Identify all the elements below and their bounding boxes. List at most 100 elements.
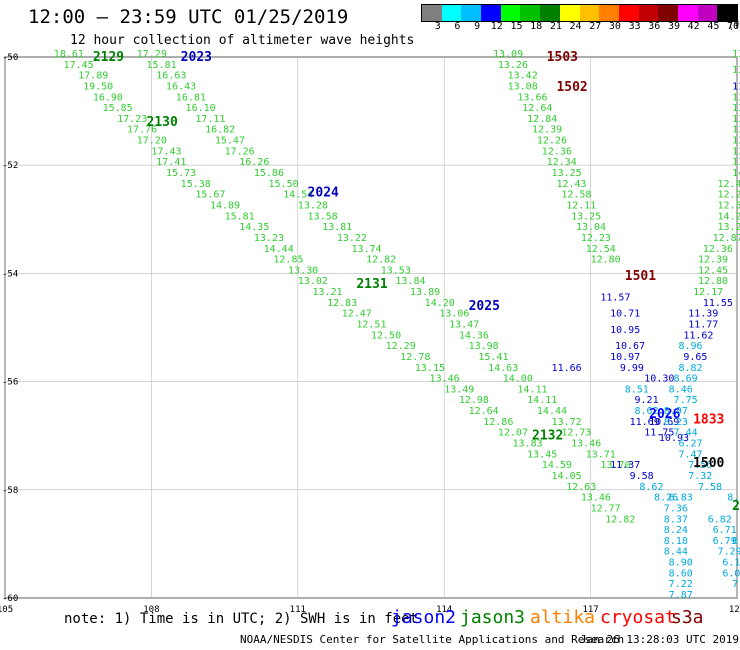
wave-height-value: 11.55 (703, 298, 733, 309)
wave-height-value: 19.50 (83, 81, 113, 92)
wave-height-value: 14.11 (517, 384, 547, 395)
y-tick-label: -50 (2, 53, 18, 63)
wave-height-value: 15.67 (195, 190, 225, 201)
credit-text: NOAA/NESDIS Center for Satellite Applica… (240, 633, 625, 646)
wave-height-value: 15.85 (103, 103, 133, 114)
track-label: 2024 (308, 185, 339, 200)
scale-swatch (540, 5, 560, 21)
scale-swatch (441, 5, 462, 21)
y-tick-label: -52 (2, 161, 18, 171)
wave-height-value: 17.23 (117, 114, 147, 125)
wave-height-value: 13.83 (513, 439, 543, 450)
wave-height-value: 12.36 (542, 146, 572, 157)
wave-height-value: 9.99 (620, 363, 644, 374)
wave-height-value: 13.26 (717, 222, 740, 233)
track-label: 1502 (556, 80, 587, 95)
wave-height-value: 6.79 (713, 536, 737, 547)
wave-height-value: 13.30 (288, 265, 318, 276)
wave-height-value: 13.04 (576, 222, 606, 233)
wave-height-value: 13.84 (395, 276, 425, 287)
wave-height-value: 17.89 (78, 71, 108, 82)
track-label: 2023 (181, 50, 212, 65)
scale-label: 3 (434, 21, 441, 32)
wave-height-value: 7.47 (678, 449, 702, 460)
wave-height-value: 12.50 (371, 330, 401, 341)
wave-height-value: 12.77 (591, 503, 621, 514)
scale-label: 18 (530, 21, 543, 32)
wave-height-value: 13.22 (337, 233, 367, 244)
wave-height-value: 13.01 (732, 146, 740, 157)
scale-label: 30 (608, 21, 621, 32)
wave-height-value: 15.73 (166, 168, 196, 179)
wave-height-value: 8.23 (664, 417, 688, 428)
wave-height-value: 12.54 (586, 244, 616, 255)
footer-note: note: 1) Time is in UTC; 2) SWH is in fe… (64, 611, 419, 627)
wave-height-value: 12.78 (400, 352, 430, 363)
wave-height-value: 15.38 (181, 179, 211, 190)
scale-swatch (559, 5, 580, 21)
wave-height-value: 15.81 (225, 211, 255, 222)
wave-height-value: 14.11 (527, 395, 557, 406)
y-tick-label: -60 (2, 594, 18, 604)
y-tick-label: -56 (2, 378, 18, 388)
wave-height-value: 9.58 (630, 471, 654, 482)
wave-height-value: 12.80 (698, 276, 728, 287)
scale-swatch (697, 5, 718, 21)
wave-height-value: 8.96 (678, 341, 702, 352)
wave-height-value: 8.5 (727, 493, 740, 504)
wave-height-value: 12.64 (469, 406, 499, 417)
scale-swatch (658, 5, 678, 21)
wave-height-value: 15.41 (478, 352, 508, 363)
wave-height-value: 12.80 (591, 255, 621, 266)
wave-height-value: 17.20 (137, 136, 167, 147)
wave-height-value: 10.69 (649, 417, 679, 428)
wave-height-value: 15.86 (254, 168, 284, 179)
wave-height-value: 17.43 (151, 146, 181, 157)
wave-height-value: 13.23 (254, 233, 284, 244)
wave-height-value: 8.44 (664, 547, 688, 558)
wave-height-value: 12.23 (581, 233, 611, 244)
scale-label: 21 (549, 21, 562, 32)
wave-height-value: 8.90 (669, 558, 693, 569)
track-label: 1503 (547, 50, 578, 65)
wave-height-value: 10.95 (610, 325, 640, 336)
wave-height-value: 13.25 (571, 211, 601, 222)
track-label: 2026 (649, 407, 680, 422)
wave-height-value: 8.46 (669, 384, 693, 395)
scale-label: 12 (490, 21, 503, 32)
wave-height-value: 14.44 (264, 244, 294, 255)
wave-height-value: 9.65 (683, 352, 707, 363)
wave-height-value: 13.42 (508, 71, 538, 82)
track-label: 1833 (693, 412, 724, 427)
wave-height-value: 14.07 (732, 168, 740, 179)
legend-altika: altika (530, 607, 596, 628)
wave-height-value: 6.19 (722, 558, 740, 569)
scale-swatch (618, 5, 639, 21)
wave-height-value: 8.37 (664, 514, 688, 525)
wave-height-value: 15.50 (269, 179, 299, 190)
wave-height-value: 14.00 (503, 374, 533, 385)
wave-height-value: 6.82 (708, 514, 732, 525)
x-tick-label: 117 (582, 605, 598, 615)
wave-height-value: 12.47 (342, 309, 372, 320)
scale-label: (ft) (727, 21, 740, 32)
scale-label: 15 (510, 21, 523, 32)
wave-height-value: 13.66 (732, 136, 740, 147)
wave-height-value: 12.07 (498, 428, 528, 439)
x-tick-label: 108 (143, 605, 159, 615)
wave-height-value: 13.72 (552, 417, 582, 428)
wave-height-value: 13.15 (415, 363, 445, 374)
track-label: 2129 (93, 50, 124, 65)
scale-label: 70 (727, 21, 740, 32)
wave-height-value: 13.21 (732, 114, 740, 125)
wave-height-value: 12.82 (366, 255, 396, 266)
wave-height-value: 7.22 (669, 579, 693, 590)
wave-height-value: 16.43 (166, 81, 196, 92)
scale-swatch (677, 5, 698, 21)
wave-height-value: 6.27 (678, 439, 702, 450)
wave-height-value: 18.61 (54, 49, 84, 60)
wave-height-value: 13.72 (732, 103, 740, 114)
wave-height-value: 6.6 (732, 536, 740, 547)
scale-label: 33 (628, 21, 641, 32)
